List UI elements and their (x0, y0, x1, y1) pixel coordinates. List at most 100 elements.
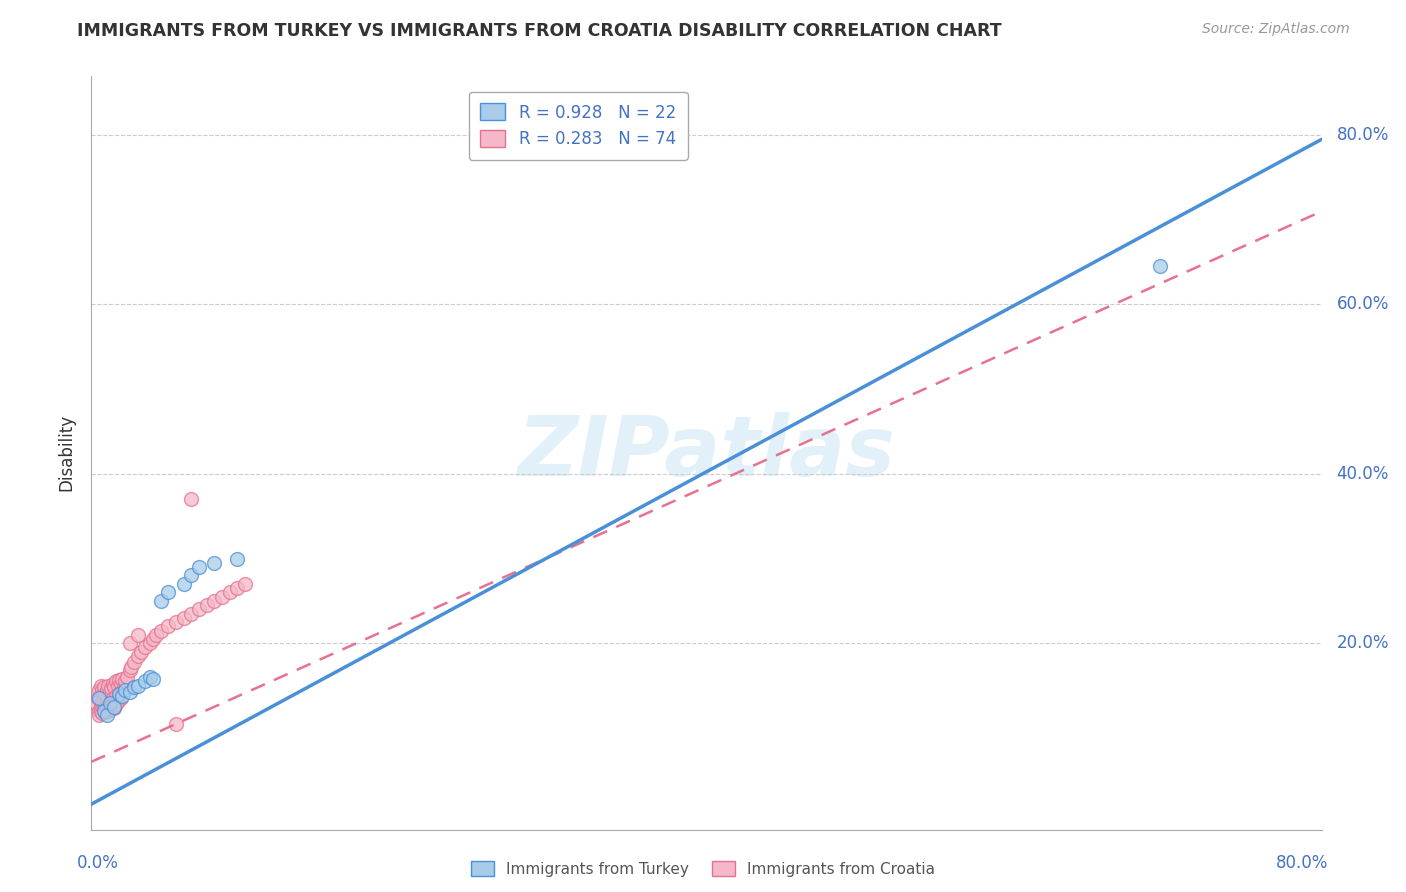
Point (93, 702, 115, 716)
Point (129, 645, 152, 659)
Point (111, 672, 134, 686)
Point (103, 680, 125, 694)
Point (1149, 260, 1171, 274)
Point (134, 674, 156, 689)
Point (173, 611, 195, 625)
Point (188, 560, 211, 574)
Text: IMMIGRANTS FROM TURKEY VS IMMIGRANTS FROM CROATIA DISABILITY CORRELATION CHART: IMMIGRANTS FROM TURKEY VS IMMIGRANTS FRO… (77, 22, 1002, 40)
Point (107, 694, 129, 708)
Point (105, 689, 127, 703)
Point (134, 640, 156, 655)
Point (98, 700, 121, 714)
Text: ZIPatlas: ZIPatlas (517, 412, 896, 493)
Point (118, 636, 141, 650)
Point (127, 648, 149, 663)
Point (86, 691, 108, 706)
Point (211, 590, 233, 604)
Point (98, 685, 121, 699)
Point (127, 679, 149, 693)
Point (124, 680, 146, 694)
Point (149, 594, 172, 608)
Point (114, 682, 136, 697)
Point (202, 556, 225, 570)
Point (118, 664, 141, 678)
Point (96, 701, 118, 715)
Point (139, 670, 162, 684)
Text: 80.0%: 80.0% (1336, 126, 1389, 145)
Point (91, 706, 114, 720)
Point (111, 685, 134, 699)
Point (124, 655, 146, 669)
Point (108, 687, 131, 701)
Point (218, 585, 240, 599)
Y-axis label: Disability: Disability (58, 414, 76, 491)
Point (96, 682, 118, 697)
Text: 40.0%: 40.0% (1336, 465, 1389, 483)
Point (97, 691, 120, 706)
Point (90, 679, 112, 693)
Point (94, 705, 117, 719)
Point (103, 701, 125, 715)
Point (118, 685, 141, 699)
Point (157, 619, 180, 633)
Point (108, 673, 131, 687)
Point (94, 687, 117, 701)
Point (105, 674, 127, 689)
Point (93, 680, 115, 694)
Point (195, 598, 218, 612)
Point (93, 704, 115, 718)
Point (97, 679, 120, 693)
Point (145, 628, 167, 642)
Text: 0.0%: 0.0% (77, 855, 120, 872)
Point (226, 581, 249, 595)
Point (94, 699, 117, 714)
Point (87, 708, 110, 723)
Point (98, 696, 121, 710)
Point (142, 672, 165, 686)
Point (149, 624, 172, 638)
Point (202, 594, 225, 608)
Point (115, 670, 138, 684)
Point (93, 691, 115, 706)
Point (100, 681, 122, 695)
Legend: R = 0.928   N = 22, R = 0.283   N = 74: R = 0.928 N = 22, R = 0.283 N = 74 (468, 92, 688, 160)
Point (110, 677, 132, 691)
Point (101, 698, 124, 713)
Point (97, 704, 120, 718)
Point (114, 674, 136, 689)
Point (101, 677, 124, 691)
Point (165, 716, 187, 731)
Point (120, 660, 142, 674)
Point (180, 492, 202, 507)
Point (188, 602, 211, 616)
Point (165, 615, 187, 629)
Point (103, 699, 125, 714)
Point (87, 682, 110, 697)
Point (101, 691, 124, 706)
Point (96, 696, 118, 710)
Point (157, 585, 180, 599)
Point (139, 636, 162, 650)
Point (98, 697, 121, 711)
Point (112, 680, 135, 694)
Point (103, 696, 125, 710)
Point (96, 708, 118, 723)
Point (87, 704, 110, 718)
Point (105, 697, 127, 711)
Text: 60.0%: 60.0% (1336, 295, 1389, 313)
Point (84, 696, 107, 710)
Point (107, 679, 129, 693)
Point (100, 702, 122, 716)
Point (233, 577, 256, 591)
Text: 80.0%: 80.0% (1277, 855, 1329, 872)
Point (100, 694, 122, 708)
Point (226, 551, 249, 566)
Point (111, 689, 134, 703)
Text: Source: ZipAtlas.com: Source: ZipAtlas.com (1202, 22, 1350, 37)
Point (87, 691, 110, 706)
Point (180, 607, 202, 621)
Point (142, 632, 165, 646)
Point (90, 704, 112, 718)
Point (127, 628, 149, 642)
Point (91, 682, 114, 697)
